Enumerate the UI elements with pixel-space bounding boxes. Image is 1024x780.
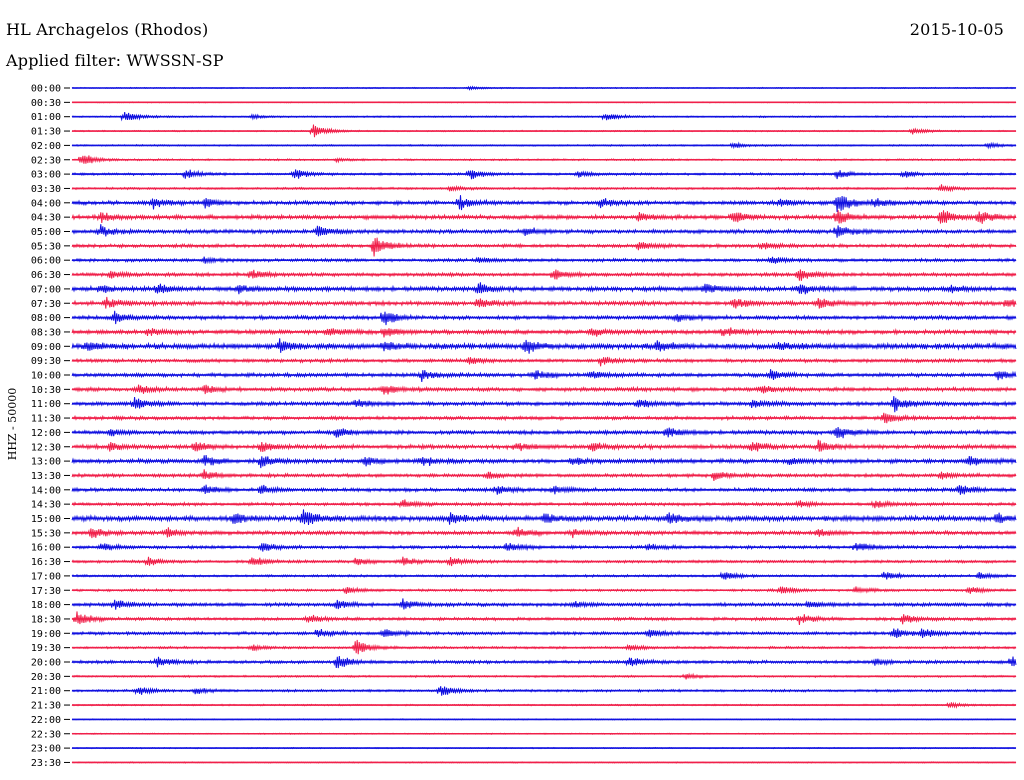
time-tick-label: 06:30 bbox=[31, 270, 61, 281]
time-tick-label: 15:30 bbox=[31, 528, 61, 539]
time-tick-label: 08:00 bbox=[31, 313, 61, 324]
time-tick-label: 22:00 bbox=[31, 715, 61, 726]
station-title: HL Archagelos (Rhodos) bbox=[6, 20, 209, 39]
time-tick-label: 19:00 bbox=[31, 629, 61, 640]
seismogram-trace bbox=[71, 509, 1017, 526]
time-tick-label: 02:30 bbox=[31, 155, 61, 166]
time-tick-label: 05:30 bbox=[31, 241, 61, 252]
time-tick-label: 13:30 bbox=[31, 471, 61, 482]
time-tick-label: 04:30 bbox=[31, 213, 61, 224]
seismogram-trace bbox=[71, 356, 1017, 367]
time-tick-label: 09:00 bbox=[31, 342, 61, 353]
time-tick-label: 20:30 bbox=[31, 672, 61, 683]
time-tick-group: 00:00 00:30 01:00 01:30 02:00 02:30 03:00 03:30… bbox=[31, 84, 70, 769]
time-tick-label: 12:00 bbox=[31, 428, 61, 439]
seismogram-trace bbox=[71, 237, 1017, 257]
time-tick-label: 11:30 bbox=[31, 414, 61, 425]
time-tick-label: 12:30 bbox=[31, 442, 61, 453]
time-tick-label: 06:00 bbox=[31, 256, 61, 267]
date-label: 2015-10-05 bbox=[909, 20, 1004, 39]
time-tick-label: 14:00 bbox=[31, 485, 61, 496]
time-tick-label: 01:30 bbox=[31, 127, 61, 138]
time-tick-label: 21:00 bbox=[31, 686, 61, 697]
filter-label: Applied filter: WWSSN-SP bbox=[6, 51, 224, 70]
time-tick-label: 14:30 bbox=[31, 500, 61, 511]
seismogram-trace bbox=[71, 439, 1017, 453]
time-tick-label: 03:30 bbox=[31, 184, 61, 195]
time-tick-label: 00:00 bbox=[31, 84, 61, 95]
time-tick-label: 10:30 bbox=[31, 385, 61, 396]
time-tick-label: 07:30 bbox=[31, 299, 61, 310]
time-tick-label: 09:30 bbox=[31, 356, 61, 367]
time-tick-label: 01:00 bbox=[31, 112, 61, 123]
time-tick-label: 20:00 bbox=[31, 658, 61, 669]
time-tick-label: 19:30 bbox=[31, 643, 61, 654]
y-axis-label: HHZ - 50000 bbox=[6, 388, 19, 461]
time-tick-label: 21:30 bbox=[31, 701, 61, 712]
time-tick-label: 16:00 bbox=[31, 543, 61, 554]
time-tick-label: 23:00 bbox=[31, 744, 61, 755]
time-tick-label: 10:00 bbox=[31, 371, 61, 382]
time-tick-label: 17:00 bbox=[31, 571, 61, 582]
time-tick-label: 00:30 bbox=[31, 98, 61, 109]
time-tick-label: 02:00 bbox=[31, 141, 61, 152]
time-tick-label: 23:30 bbox=[31, 758, 61, 769]
time-tick-label: 07:00 bbox=[31, 284, 61, 295]
time-tick-label: 15:00 bbox=[31, 514, 61, 525]
time-tick-label: 22:30 bbox=[31, 729, 61, 740]
time-tick-label: 04:00 bbox=[31, 198, 61, 209]
time-tick-label: 18:30 bbox=[31, 614, 61, 625]
time-tick-label: 16:30 bbox=[31, 557, 61, 568]
time-tick-label: 05:00 bbox=[31, 227, 61, 238]
time-tick-label: 11:00 bbox=[31, 399, 61, 410]
time-tick-label: 18:00 bbox=[31, 600, 61, 611]
trace-group bbox=[71, 85, 1017, 764]
time-tick-label: 13:00 bbox=[31, 457, 61, 468]
time-tick-label: 17:30 bbox=[31, 586, 61, 597]
time-tick-label: 08:30 bbox=[31, 327, 61, 338]
time-tick-label: 03:00 bbox=[31, 170, 61, 181]
